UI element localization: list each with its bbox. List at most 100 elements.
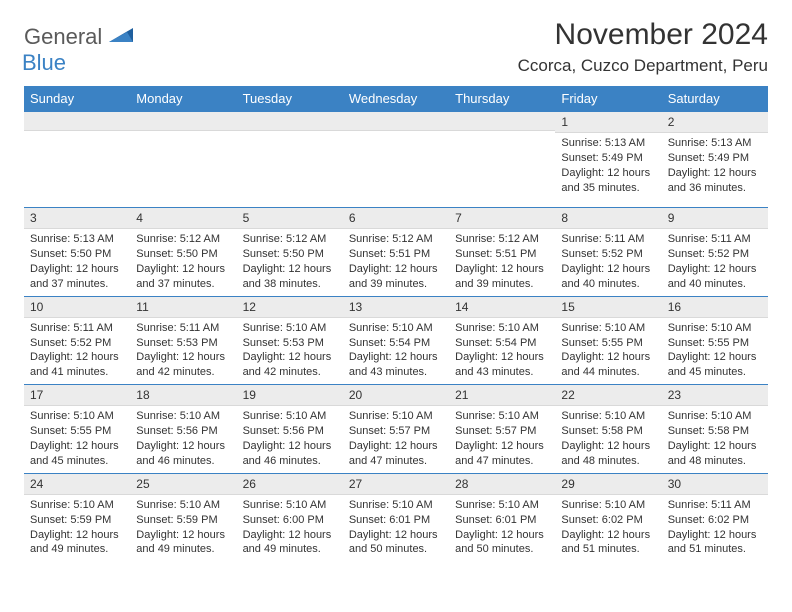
daylight-line: Daylight: 12 hours and 47 minutes.: [455, 439, 549, 469]
sunrise-line: Sunrise: 5:13 AM: [561, 136, 655, 151]
calendar-head: SundayMondayTuesdayWednesdayThursdayFrid…: [24, 86, 768, 111]
empty-day-strip: [237, 111, 343, 131]
daylight-line: Daylight: 12 hours and 45 minutes.: [30, 439, 124, 469]
sunrise-line: Sunrise: 5:10 AM: [455, 409, 549, 424]
sunset-line: Sunset: 6:01 PM: [349, 513, 443, 528]
day-number: 29: [555, 473, 661, 495]
sunset-line: Sunset: 5:57 PM: [455, 424, 549, 439]
day-details: Sunrise: 5:13 AMSunset: 5:49 PMDaylight:…: [662, 133, 768, 199]
calendar-cell: 21Sunrise: 5:10 AMSunset: 5:57 PMDayligh…: [449, 384, 555, 473]
sunrise-line: Sunrise: 5:10 AM: [561, 409, 655, 424]
sunrise-line: Sunrise: 5:10 AM: [243, 321, 337, 336]
title-block: November 2024 Ccorca, Cuzco Department, …: [518, 18, 768, 76]
calendar-week: 10 Sunrise: 5:11 AMSunset: 5:52 PM Dayligh…: [24, 296, 768, 385]
day-number: 9: [662, 207, 768, 229]
calendar-cell: 30Sunrise: 5:11 AMSunset: 6:02 PMDayligh…: [662, 473, 768, 562]
daylight-line: Daylight: 12 hours and 48 minutes.: [561, 439, 655, 469]
day-number: 24: [24, 473, 130, 495]
day-number: 15: [555, 296, 661, 318]
calendar-cell: 18 Sunrise: 5:10 AMSunset: 5:56 PMDayligh…: [130, 384, 236, 473]
sunset-line: Sunset: 5:59 PM: [30, 513, 124, 528]
logo-word-blue: Blue: [22, 50, 66, 75]
day-number: 14: [449, 296, 555, 318]
sunset-line: Sunset: 5:55 PM: [668, 336, 762, 351]
day-number: 25: [130, 473, 236, 495]
calendar-body: 1Sunrise: 5:13 AMSunset: 5:49 PMDaylight…: [24, 111, 768, 561]
day-details: Sunrise: 5:10 AMSunset: 5:59 PMDaylight:…: [130, 495, 236, 561]
sunrise-line: Sunrise: 5:10 AM: [455, 321, 549, 336]
calendar-cell: 16Sunrise: 5:10 AMSunset: 5:55 PMDayligh…: [662, 296, 768, 385]
day-header: Tuesday: [237, 86, 343, 111]
sunrise-line: Sunrise: 5:11 AM: [668, 498, 762, 513]
sunset-line: Sunset: 5:58 PM: [668, 424, 762, 439]
daylight-line: Daylight: 12 hours and 44 minutes.: [561, 350, 655, 380]
day-details: Sunrise: 5:10 AMSunset: 5:53 PMDaylight:…: [237, 318, 343, 384]
sunset-line: Sunset: 5:58 PM: [561, 424, 655, 439]
sunset-line: Sunset: 5:52 PM: [30, 336, 124, 351]
day-number: 16: [662, 296, 768, 318]
day-number: 13: [343, 296, 449, 318]
sunrise-line: Sunrise: 5:12 AM: [136, 232, 230, 247]
calendar-cell: 14Sunrise: 5:10 AMSunset: 5:54 PMDayligh…: [449, 296, 555, 385]
daylight-line: Daylight: 12 hours and 37 minutes.: [136, 262, 230, 292]
sunrise-line: Sunrise: 5:11 AM: [30, 321, 124, 336]
day-details: Sunrise: 5:10 AMSunset: 5:55 PMDaylight:…: [24, 406, 130, 472]
daylight-line: Daylight: 12 hours and 43 minutes.: [455, 350, 549, 380]
sunrise-line: Sunrise: 5:10 AM: [349, 409, 443, 424]
day-number: 18: [130, 384, 236, 406]
calendar-cell: 27Sunrise: 5:10 AMSunset: 6:01 PMDayligh…: [343, 473, 449, 562]
empty-day-strip: [130, 111, 236, 131]
daylight-line: Daylight: 12 hours and 49 minutes.: [243, 528, 337, 558]
daylight-line: Daylight: 12 hours and 50 minutes.: [349, 528, 443, 558]
day-header: Thursday: [449, 86, 555, 111]
day-details: Sunrise: 5:10 AMSunset: 5:57 PMDaylight:…: [449, 406, 555, 472]
calendar-cell: 4Sunrise: 5:12 AMSunset: 5:50 PMDaylight…: [130, 207, 236, 296]
daylight-line: Daylight: 12 hours and 46 minutes.: [136, 439, 230, 469]
daylight-line: Daylight: 12 hours and 35 minutes.: [561, 166, 655, 196]
sunrise-line: Sunrise: 5:10 AM: [349, 498, 443, 513]
day-details: Sunrise: 5:10 AMSunset: 5:58 PMDaylight:…: [555, 406, 661, 472]
daylight-line: Daylight: 12 hours and 42 minutes.: [243, 350, 337, 380]
daylight-line: Daylight: 12 hours and 37 minutes.: [30, 262, 124, 292]
day-details: Sunrise: 5:10 AMSunset: 5:55 PMDaylight:…: [555, 318, 661, 384]
daylight-line: Daylight: 12 hours and 40 minutes.: [668, 262, 762, 292]
calendar-week: 3 Sunrise: 5:13 AM Sunset: 5:50 PM Daylight…: [24, 207, 768, 296]
sunset-line: Sunset: 5:52 PM: [561, 247, 655, 262]
calendar-cell: 10Sunrise: 5:11 AMSunset: 5:52 PMDayligh…: [24, 296, 130, 385]
day-number: 28: [449, 473, 555, 495]
sunrise-line: Sunrise: 5:10 AM: [243, 498, 337, 513]
sunrise-line: Sunrise: 5:10 AM: [561, 498, 655, 513]
day-number: 10: [24, 296, 130, 318]
calendar-cell: 12Sunrise: 5:10 AMSunset: 5:53 PMDayligh…: [237, 296, 343, 385]
day-number: 2: [662, 111, 768, 133]
logo-text: General Blue: [24, 24, 135, 76]
day-number: 21: [449, 384, 555, 406]
calendar-cell: 7Sunrise: 5:12 AMSunset: 5:51 PMDaylight…: [449, 207, 555, 296]
day-number: 26: [237, 473, 343, 495]
day-details: Sunrise: 5:12 AMSunset: 5:51 PMDaylight:…: [449, 229, 555, 295]
sunset-line: Sunset: 5:56 PM: [243, 424, 337, 439]
sunrise-line: Sunrise: 5:10 AM: [136, 409, 230, 424]
day-number: 22: [555, 384, 661, 406]
sunset-line: Sunset: 5:50 PM: [243, 247, 337, 262]
calendar-cell: 1Sunrise: 5:13 AMSunset: 5:49 PMDaylight…: [555, 111, 661, 207]
sunset-line: Sunset: 6:00 PM: [243, 513, 337, 528]
sunset-line: Sunset: 6:01 PM: [455, 513, 549, 528]
sunset-line: Sunset: 5:53 PM: [243, 336, 337, 351]
sunset-line: Sunset: 5:56 PM: [136, 424, 230, 439]
daylight-line: Daylight: 12 hours and 47 minutes.: [349, 439, 443, 469]
calendar-week: 1Sunrise: 5:13 AMSunset: 5:49 PMDaylight…: [24, 111, 768, 207]
calendar-cell: 8Sunrise: 5:11 AMSunset: 5:52 PMDaylight…: [555, 207, 661, 296]
calendar-cell: 9Sunrise: 5:11 AMSunset: 5:52 PMDaylight…: [662, 207, 768, 296]
daylight-line: Daylight: 12 hours and 49 minutes.: [136, 528, 230, 558]
calendar-cell: 29Sunrise: 5:10 AMSunset: 6:02 PMDayligh…: [555, 473, 661, 562]
day-header: Wednesday: [343, 86, 449, 111]
day-number: 3: [24, 207, 130, 229]
day-details: Sunrise: 5:12 AMSunset: 5:50 PMDaylight:…: [237, 229, 343, 295]
calendar-cell: [130, 111, 236, 207]
sunrise-line: Sunrise: 5:13 AM: [30, 232, 124, 247]
daylight-line: Daylight: 12 hours and 51 minutes.: [561, 528, 655, 558]
day-details: Sunrise: 5:10 AMSunset: 5:55 PMDaylight:…: [662, 318, 768, 384]
calendar-cell: [237, 111, 343, 207]
day-details: Sunrise: 5:10 AMSunset: 6:01 PMDaylight:…: [449, 495, 555, 561]
